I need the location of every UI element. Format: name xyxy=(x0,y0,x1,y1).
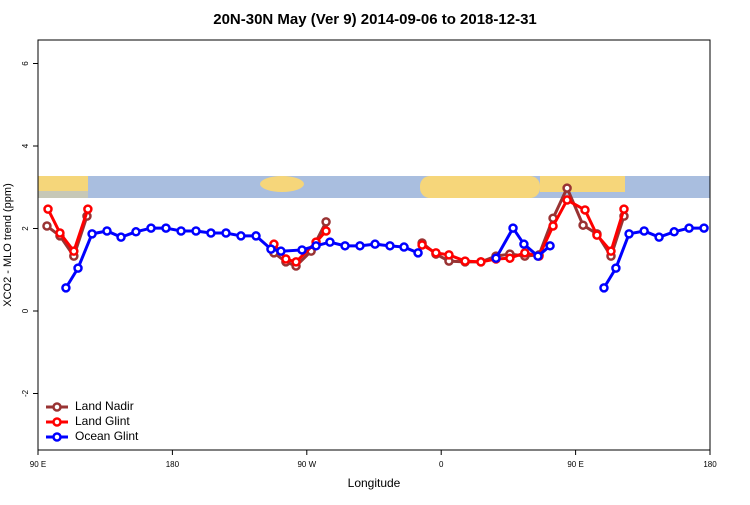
y-tick-label: 0 xyxy=(21,308,30,313)
point xyxy=(61,283,71,293)
point xyxy=(42,221,52,231)
point xyxy=(476,257,486,267)
point xyxy=(562,195,572,205)
point xyxy=(370,239,380,249)
point xyxy=(236,231,246,241)
y-tick-label: 2 xyxy=(21,226,30,231)
point xyxy=(562,183,572,193)
y-tick-label: -2 xyxy=(21,389,30,397)
point xyxy=(321,226,331,236)
point xyxy=(491,253,501,263)
point xyxy=(251,231,261,241)
point xyxy=(417,240,427,250)
point xyxy=(533,251,543,261)
legend-marker xyxy=(52,417,62,427)
point xyxy=(460,256,470,266)
x-tick-label: 90 E xyxy=(30,460,46,469)
point xyxy=(355,241,365,251)
point xyxy=(580,205,590,215)
point xyxy=(669,227,679,237)
point xyxy=(444,250,454,260)
point xyxy=(684,223,694,233)
point xyxy=(413,248,423,258)
legend-label: Ocean Glint xyxy=(75,429,139,443)
point xyxy=(431,248,441,258)
point xyxy=(399,242,409,252)
point xyxy=(592,230,602,240)
point xyxy=(297,245,307,255)
point xyxy=(654,232,664,242)
chart-title: 20N-30N May (Ver 9) 2014-09-06 to 2018-1… xyxy=(213,11,537,28)
point xyxy=(548,221,558,231)
x-tick-label: 90 E xyxy=(567,460,583,469)
point xyxy=(321,217,331,227)
point xyxy=(505,253,515,263)
point xyxy=(578,220,588,230)
point xyxy=(545,241,555,251)
point xyxy=(340,241,350,251)
point xyxy=(69,246,79,256)
point xyxy=(606,246,616,256)
point xyxy=(291,257,301,267)
point xyxy=(221,228,231,238)
point xyxy=(102,226,112,236)
point xyxy=(599,283,609,293)
y-axis-label: XCO2 - MLO trend (ppm) xyxy=(2,183,14,306)
y-tick-label: 4 xyxy=(21,143,30,148)
point xyxy=(624,229,634,239)
map-strip xyxy=(38,176,710,198)
point xyxy=(325,237,335,247)
point xyxy=(281,254,291,264)
x-tick-label: 90 W xyxy=(297,460,316,469)
point xyxy=(699,223,709,233)
x-axis-label: Longitude xyxy=(348,476,401,490)
legend-marker xyxy=(52,432,62,442)
point xyxy=(611,263,621,273)
point xyxy=(116,232,126,242)
point xyxy=(311,241,321,251)
y-tick-label: 6 xyxy=(21,61,30,66)
point xyxy=(385,241,395,251)
point xyxy=(161,223,171,233)
point xyxy=(508,223,518,233)
point xyxy=(131,227,141,237)
point xyxy=(191,226,201,236)
point xyxy=(639,226,649,236)
point xyxy=(619,204,629,214)
point xyxy=(146,223,156,233)
x-tick-label: 0 xyxy=(439,460,444,469)
point xyxy=(276,246,286,256)
point xyxy=(43,204,53,214)
point xyxy=(83,204,93,214)
x-tick-label: 180 xyxy=(166,460,180,469)
point xyxy=(266,244,276,254)
point xyxy=(206,228,216,238)
legend-marker xyxy=(52,402,62,412)
point xyxy=(176,226,186,236)
point xyxy=(87,229,97,239)
point xyxy=(55,228,65,238)
legend-label: Land Nadir xyxy=(75,399,134,413)
point xyxy=(73,263,83,273)
point xyxy=(519,239,529,249)
legend-label: Land Glint xyxy=(75,414,130,428)
point xyxy=(520,248,530,258)
plot-frame xyxy=(37,39,711,451)
x-tick-label: 180 xyxy=(703,460,717,469)
